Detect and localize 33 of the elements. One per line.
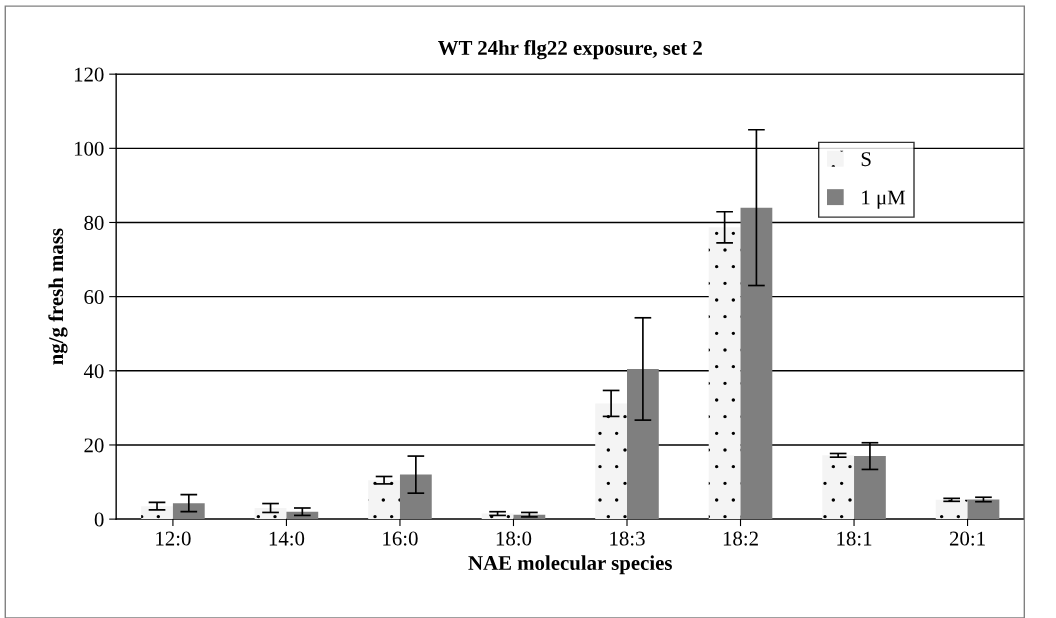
x-tick-label: 18:1 (837, 531, 872, 546)
bar (967, 499, 1000, 520)
y-tick-label: 0 (94, 512, 104, 527)
y-tick-label: 80 (84, 215, 104, 230)
bar (854, 456, 886, 520)
x-tick-label: 16:0 (383, 531, 418, 546)
x-tick-label: 14:0 (269, 531, 305, 546)
bar (254, 508, 287, 520)
chart-title: WT 24hr flg22 exposure, set 2 (437, 40, 702, 60)
x-tick-label: 12:0 (156, 531, 191, 546)
y-tick-label: 40 (83, 364, 104, 379)
bar (141, 506, 173, 520)
y-tick-label: 120 (74, 67, 104, 82)
bar (708, 227, 741, 520)
legend-label: S (861, 152, 871, 167)
bar (595, 403, 627, 520)
y-tick-label: 60 (84, 290, 104, 305)
legend-label: 1 μM (862, 190, 906, 209)
x-tick-label: 18:0 (496, 531, 532, 546)
bar (399, 474, 432, 520)
bar (935, 499, 968, 520)
x-tick-label: 18:2 (723, 531, 758, 546)
x-axis-title: NAE molecular species (468, 555, 672, 575)
y-tick-label: 100 (74, 141, 104, 156)
bar (627, 368, 659, 520)
bar (172, 503, 205, 520)
y-tick-label: 20 (84, 438, 104, 453)
bar (822, 455, 855, 520)
bar (740, 207, 773, 520)
x-tick-label: 18:3 (610, 531, 645, 546)
y-axis-title: ng/g fresh mass (48, 228, 68, 365)
bar (368, 480, 400, 520)
x-tick-label: 20:1 (949, 531, 985, 546)
